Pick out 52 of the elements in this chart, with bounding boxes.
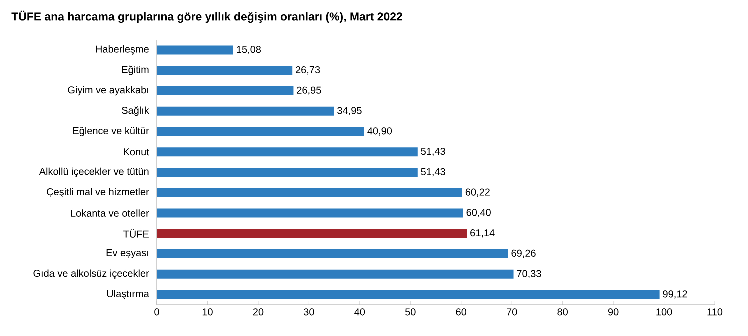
bar bbox=[157, 127, 364, 136]
bar bbox=[157, 46, 234, 55]
x-tick-label: 50 bbox=[405, 308, 416, 316]
bar bbox=[157, 86, 294, 96]
data-label: 15,08 bbox=[237, 46, 262, 54]
x-tick-label: 10 bbox=[202, 308, 213, 316]
data-label: 99,12 bbox=[663, 290, 688, 299]
x-tick-label: 100 bbox=[656, 308, 672, 316]
y-tick-label: Eğitim bbox=[122, 66, 149, 76]
data-label: 60,40 bbox=[466, 209, 491, 218]
data-label: 70,33 bbox=[517, 270, 542, 279]
y-tick-label: Konut bbox=[124, 148, 150, 156]
bar bbox=[157, 168, 418, 178]
data-label: 40,90 bbox=[368, 128, 392, 136]
y-tick-label: Giyim ve ayakkabı bbox=[68, 86, 148, 96]
y-tick-label: Sağlık bbox=[122, 106, 150, 116]
x-tick-label: 20 bbox=[253, 308, 264, 316]
bar bbox=[157, 229, 468, 238]
x-tick-label: 0 bbox=[154, 308, 160, 316]
data-label: 61,14 bbox=[470, 230, 495, 238]
data-label: 26,95 bbox=[297, 86, 322, 96]
data-label: 51,43 bbox=[421, 148, 446, 156]
data-label: 26,73 bbox=[296, 66, 320, 75]
y-tick-label: Haberleşme bbox=[96, 46, 149, 55]
data-label: 34,95 bbox=[338, 107, 362, 116]
bar bbox=[157, 148, 418, 157]
bar bbox=[157, 106, 334, 116]
y-tick-label: Çeşitli mal ve hizmetler bbox=[47, 188, 150, 198]
x-tick-label: 110 bbox=[708, 308, 723, 316]
bar bbox=[157, 290, 660, 300]
data-label: 69,26 bbox=[512, 250, 536, 258]
y-tick-label: Lokanta ve oteller bbox=[71, 210, 150, 217]
bar bbox=[157, 250, 508, 259]
chart-title: TÜFE ana harcama gruplarına göre yıllık değişim oranları (%), Mart 2022 bbox=[12, 10, 402, 24]
bar bbox=[157, 66, 293, 76]
bar bbox=[157, 188, 462, 198]
data-label: 60,22 bbox=[466, 188, 490, 198]
y-tick-label: Ulaştırma bbox=[107, 290, 150, 300]
x-tick-label: 70 bbox=[507, 308, 518, 316]
y-tick-label: Ev eşyası bbox=[106, 250, 148, 259]
bar bbox=[157, 270, 514, 279]
x-tick-label: 30 bbox=[304, 308, 314, 316]
y-tick-label: Gıda ve alkolsüz içecekler bbox=[34, 270, 150, 280]
x-tick-label: 90 bbox=[608, 308, 619, 316]
y-tick-label: Eğlence ve kültür bbox=[74, 127, 150, 136]
x-tick-label: 60 bbox=[456, 308, 467, 316]
y-tick-label: TÜFE bbox=[124, 229, 149, 238]
data-label: 51,43 bbox=[421, 168, 446, 177]
x-tick-label: 80 bbox=[558, 308, 568, 316]
y-tick-label: Alkollü içecekler ve tütün bbox=[39, 168, 149, 178]
x-tick-label: 40 bbox=[354, 308, 366, 316]
bar bbox=[157, 208, 464, 218]
